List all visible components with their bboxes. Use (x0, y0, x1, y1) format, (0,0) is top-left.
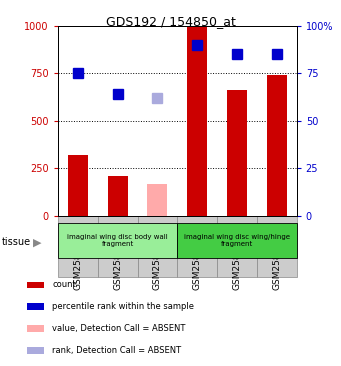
Text: tissue: tissue (2, 237, 31, 247)
Bar (68, 155, 88, 216)
Text: GSM2586: GSM2586 (193, 246, 202, 290)
FancyBboxPatch shape (58, 223, 177, 258)
Text: GSM2584: GSM2584 (113, 246, 122, 290)
Bar (27, 303, 44, 310)
FancyBboxPatch shape (257, 216, 297, 277)
Text: GDS192 / 154850_at: GDS192 / 154850_at (106, 15, 235, 28)
FancyBboxPatch shape (98, 216, 137, 277)
Bar (27, 325, 44, 332)
Bar (27, 281, 44, 288)
Text: rank, Detection Call = ABSENT: rank, Detection Call = ABSENT (52, 346, 181, 355)
FancyBboxPatch shape (58, 216, 98, 277)
Text: ▶: ▶ (33, 237, 42, 247)
Text: percentile rank within the sample: percentile rank within the sample (52, 302, 194, 311)
Bar (148, 184, 167, 216)
Bar (27, 347, 44, 354)
Text: GSM2585: GSM2585 (153, 246, 162, 290)
Text: count: count (52, 280, 76, 290)
FancyBboxPatch shape (177, 216, 217, 277)
FancyBboxPatch shape (137, 216, 177, 277)
Text: GSM2587: GSM2587 (233, 246, 241, 290)
Bar (187, 26, 207, 216)
FancyBboxPatch shape (217, 216, 257, 277)
Text: imaginal wing disc body wall
fragment: imaginal wing disc body wall fragment (67, 234, 168, 247)
Text: GSM2583: GSM2583 (73, 246, 83, 290)
FancyBboxPatch shape (177, 223, 297, 258)
Bar (108, 176, 128, 216)
Bar (227, 90, 247, 216)
Bar (267, 75, 287, 216)
Text: imaginal wing disc wing/hinge
fragment: imaginal wing disc wing/hinge fragment (184, 234, 290, 247)
Text: value, Detection Call = ABSENT: value, Detection Call = ABSENT (52, 324, 186, 333)
Text: GSM2588: GSM2588 (272, 246, 281, 290)
